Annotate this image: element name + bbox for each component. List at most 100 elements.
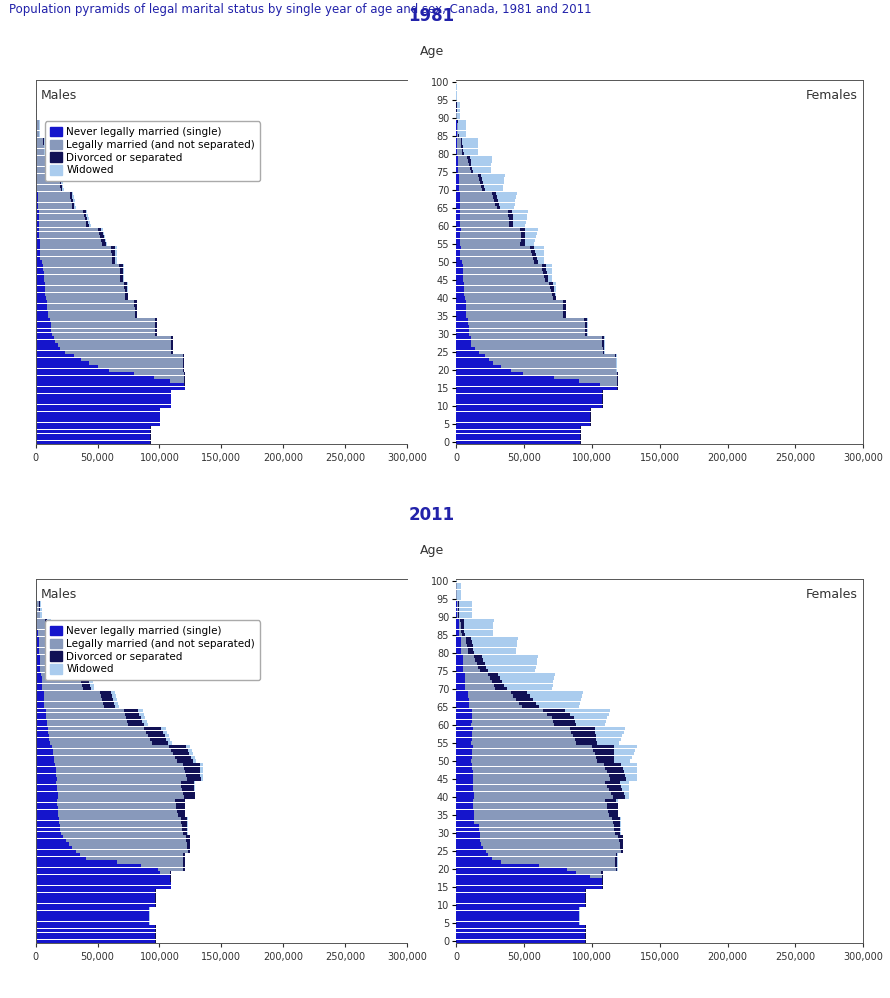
Bar bbox=[456, 871, 603, 874]
Bar bbox=[456, 817, 620, 820]
Bar bbox=[456, 838, 481, 842]
Bar bbox=[36, 253, 40, 256]
Bar bbox=[456, 806, 607, 809]
Bar bbox=[36, 131, 39, 134]
Bar bbox=[456, 256, 533, 259]
Bar bbox=[456, 914, 579, 917]
Bar bbox=[456, 221, 460, 224]
Bar bbox=[36, 709, 124, 712]
Bar bbox=[36, 218, 38, 221]
Bar bbox=[456, 648, 473, 651]
Bar bbox=[456, 300, 566, 303]
Bar bbox=[456, 250, 535, 252]
Bar bbox=[36, 731, 167, 734]
Bar bbox=[36, 925, 156, 928]
Bar bbox=[456, 781, 629, 784]
Bar bbox=[36, 383, 185, 386]
Bar bbox=[36, 788, 57, 791]
Bar bbox=[36, 390, 172, 393]
Bar bbox=[456, 889, 586, 892]
Bar bbox=[456, 350, 603, 353]
Bar bbox=[456, 615, 457, 619]
Bar bbox=[456, 329, 587, 332]
Bar bbox=[456, 637, 461, 640]
Bar bbox=[36, 875, 172, 878]
Bar bbox=[456, 813, 473, 816]
Bar bbox=[36, 875, 170, 878]
Bar bbox=[456, 914, 578, 917]
Bar bbox=[456, 325, 587, 328]
Bar bbox=[456, 225, 460, 228]
Bar bbox=[456, 882, 603, 885]
Bar bbox=[456, 185, 459, 188]
Bar bbox=[456, 149, 457, 152]
Bar bbox=[36, 583, 37, 586]
Bar bbox=[456, 655, 538, 658]
Bar bbox=[36, 648, 39, 651]
Bar bbox=[456, 134, 466, 138]
Bar bbox=[456, 791, 624, 795]
Bar bbox=[36, 253, 117, 256]
Bar bbox=[456, 742, 619, 745]
Bar bbox=[456, 267, 546, 270]
Bar bbox=[456, 430, 580, 433]
Bar bbox=[456, 824, 613, 827]
Bar bbox=[456, 680, 502, 684]
Bar bbox=[36, 799, 185, 802]
Bar bbox=[36, 806, 185, 809]
Bar bbox=[456, 365, 616, 368]
Bar bbox=[36, 641, 59, 644]
Bar bbox=[456, 940, 587, 943]
Bar bbox=[456, 318, 585, 321]
Bar bbox=[456, 806, 473, 809]
Bar bbox=[36, 307, 134, 310]
Bar bbox=[456, 698, 468, 702]
Bar bbox=[36, 303, 137, 306]
Bar bbox=[36, 936, 155, 939]
Bar bbox=[456, 835, 623, 838]
Bar bbox=[36, 763, 183, 766]
Bar bbox=[456, 702, 469, 705]
Bar bbox=[456, 835, 623, 838]
Bar bbox=[36, 408, 160, 411]
Bar bbox=[36, 397, 171, 400]
Bar bbox=[36, 882, 171, 885]
Bar bbox=[36, 824, 188, 827]
Bar bbox=[36, 864, 141, 867]
Bar bbox=[36, 311, 47, 314]
Bar bbox=[456, 423, 591, 426]
Bar bbox=[36, 802, 176, 805]
Bar bbox=[36, 127, 39, 130]
Bar bbox=[36, 677, 93, 680]
Bar bbox=[36, 932, 156, 936]
Bar bbox=[36, 677, 87, 680]
Bar bbox=[456, 267, 463, 270]
Bar bbox=[456, 339, 471, 343]
Bar bbox=[456, 773, 625, 777]
Bar bbox=[36, 770, 203, 773]
Bar bbox=[36, 300, 137, 303]
Bar bbox=[456, 677, 554, 680]
Bar bbox=[456, 713, 547, 716]
Bar bbox=[456, 608, 457, 611]
Bar bbox=[456, 738, 596, 741]
Bar bbox=[36, 189, 61, 192]
Bar bbox=[36, 900, 155, 903]
Bar bbox=[456, 228, 525, 232]
Bar bbox=[456, 426, 580, 429]
Bar bbox=[456, 372, 523, 375]
Bar bbox=[36, 274, 123, 278]
Bar bbox=[456, 357, 617, 361]
Bar bbox=[36, 339, 173, 343]
Bar bbox=[36, 903, 155, 907]
Bar bbox=[456, 709, 543, 712]
Bar bbox=[36, 300, 134, 303]
Bar bbox=[456, 623, 461, 626]
Bar bbox=[36, 922, 149, 925]
Bar bbox=[456, 677, 465, 680]
Bar bbox=[36, 404, 172, 408]
Bar bbox=[36, 394, 171, 397]
Bar bbox=[36, 404, 171, 408]
Bar bbox=[36, 637, 54, 640]
Bar bbox=[36, 292, 45, 296]
